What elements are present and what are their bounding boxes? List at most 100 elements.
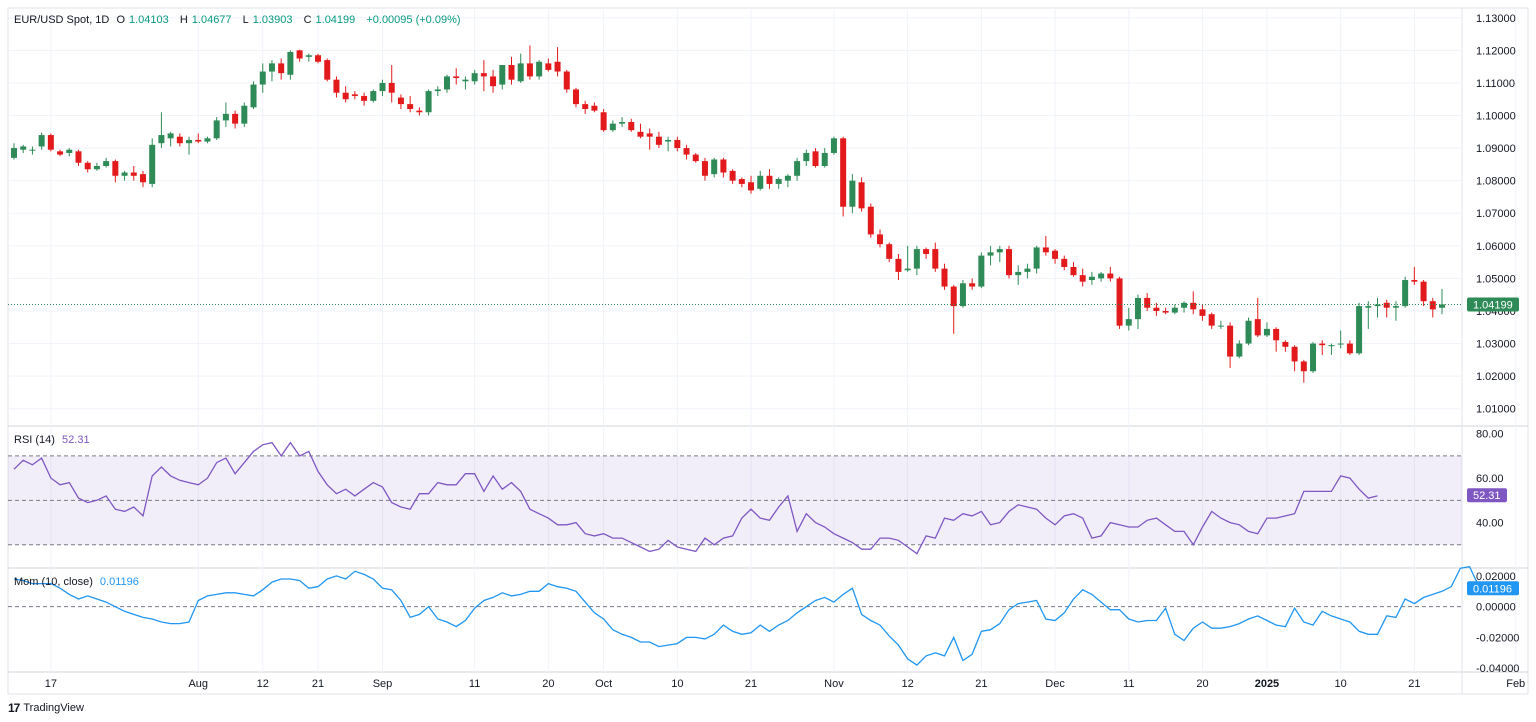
candle-body	[1337, 343, 1344, 345]
candle-body	[526, 63, 533, 77]
candle	[1098, 271, 1105, 282]
candle	[619, 117, 626, 127]
rsi-tick-label: 40.00	[1476, 518, 1504, 530]
candle-body	[1217, 325, 1224, 327]
candle	[250, 81, 257, 109]
candle-body	[1411, 280, 1418, 282]
candle-body	[1346, 343, 1353, 354]
candle-body	[1088, 276, 1095, 281]
candle-body	[720, 159, 727, 173]
candle	[794, 157, 801, 181]
candle	[554, 47, 561, 77]
candle	[121, 170, 128, 181]
candle-body	[619, 122, 626, 124]
candle	[1402, 276, 1409, 308]
candle-body	[628, 122, 635, 131]
candle-body	[287, 51, 294, 75]
candle-body	[646, 133, 653, 137]
candle	[969, 278, 976, 290]
candle	[324, 58, 331, 82]
price-tick-label: 1.05000	[1476, 273, 1516, 285]
candle	[895, 253, 902, 281]
candle-body	[232, 113, 239, 124]
candle-body	[563, 71, 570, 90]
candle-body	[241, 105, 248, 124]
candle	[665, 136, 672, 152]
candle-body	[103, 161, 110, 167]
candle	[158, 112, 165, 149]
x-tick-label: 21	[312, 678, 324, 690]
open-label: O	[116, 14, 125, 26]
candle	[195, 133, 202, 144]
candle	[748, 175, 755, 194]
x-tick-label: 20	[1196, 678, 1208, 690]
candle	[1125, 307, 1132, 331]
candle	[1245, 317, 1252, 346]
candle	[637, 123, 644, 139]
mom-tick-label: 0.00000	[1476, 602, 1516, 614]
candle-body	[517, 63, 524, 82]
candle	[1134, 294, 1141, 329]
tradingview-logo-icon: 17	[8, 701, 20, 715]
candle-body	[609, 123, 616, 131]
low-label: L	[242, 14, 249, 26]
candle-body	[591, 105, 598, 111]
candle	[444, 74, 451, 93]
candle	[913, 245, 920, 276]
candle-body	[803, 152, 810, 162]
candle	[268, 60, 275, 82]
candle	[517, 53, 524, 83]
candle	[950, 284, 957, 334]
candle	[1337, 330, 1344, 349]
candle	[333, 76, 340, 98]
candle	[103, 157, 110, 168]
candle-body	[121, 172, 128, 176]
candle-body	[987, 252, 994, 256]
candle	[1439, 288, 1445, 315]
candle	[1300, 359, 1307, 383]
candle	[1190, 291, 1197, 315]
candle	[1199, 304, 1206, 321]
candle	[84, 161, 91, 173]
candle-body	[996, 249, 1003, 253]
rsi-label: RSI (14)	[14, 434, 55, 446]
tradingview-name: TradingView	[23, 702, 84, 714]
rsi-tick-label: 60.00	[1476, 473, 1504, 485]
candle-body	[1024, 268, 1031, 272]
candle	[591, 102, 598, 113]
candle-body	[112, 161, 119, 176]
candle-body	[20, 146, 27, 150]
x-tick-label: 12	[902, 678, 914, 690]
candle	[351, 91, 358, 100]
close-label: C	[303, 14, 312, 26]
candle-body	[1328, 345, 1335, 347]
candle-body	[1042, 247, 1049, 253]
candle	[1107, 266, 1114, 282]
candle-body	[1383, 302, 1390, 308]
candle	[674, 136, 681, 152]
candle	[563, 69, 570, 93]
candle-body	[978, 255, 985, 287]
tradingview-brand[interactable]: 17 TradingView	[8, 701, 84, 715]
candle	[259, 63, 266, 93]
mom-value-tag-label: 0.01196	[1473, 583, 1512, 595]
candle	[1310, 341, 1317, 373]
candle-body	[840, 138, 847, 207]
candle	[57, 149, 64, 157]
candle	[877, 229, 884, 248]
candle-body	[1079, 275, 1086, 282]
candle	[296, 49, 303, 62]
candle	[536, 60, 543, 80]
candle	[978, 252, 985, 289]
candle	[1079, 268, 1086, 287]
candle-body	[1208, 314, 1215, 326]
candle	[1024, 263, 1031, 279]
candle-body	[66, 149, 73, 153]
candle-body	[444, 76, 451, 90]
candle	[1162, 307, 1169, 315]
candle	[149, 138, 156, 188]
open-value: 1.04103	[129, 14, 169, 26]
candle	[849, 174, 856, 214]
candle-body	[748, 182, 755, 191]
